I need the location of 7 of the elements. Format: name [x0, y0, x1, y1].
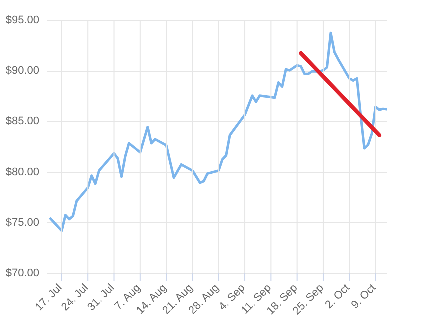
y-tick-label: $75.00 — [6, 216, 40, 229]
line-series — [49, 32, 387, 232]
y-tick-label: $95.00 — [6, 14, 40, 26]
y-tick-label: $85.00 — [6, 116, 40, 128]
y-tick-label: $80.00 — [6, 166, 40, 178]
y-tick-label: $90.00 — [6, 65, 40, 78]
y-tick-label: $70.00 — [6, 268, 40, 280]
